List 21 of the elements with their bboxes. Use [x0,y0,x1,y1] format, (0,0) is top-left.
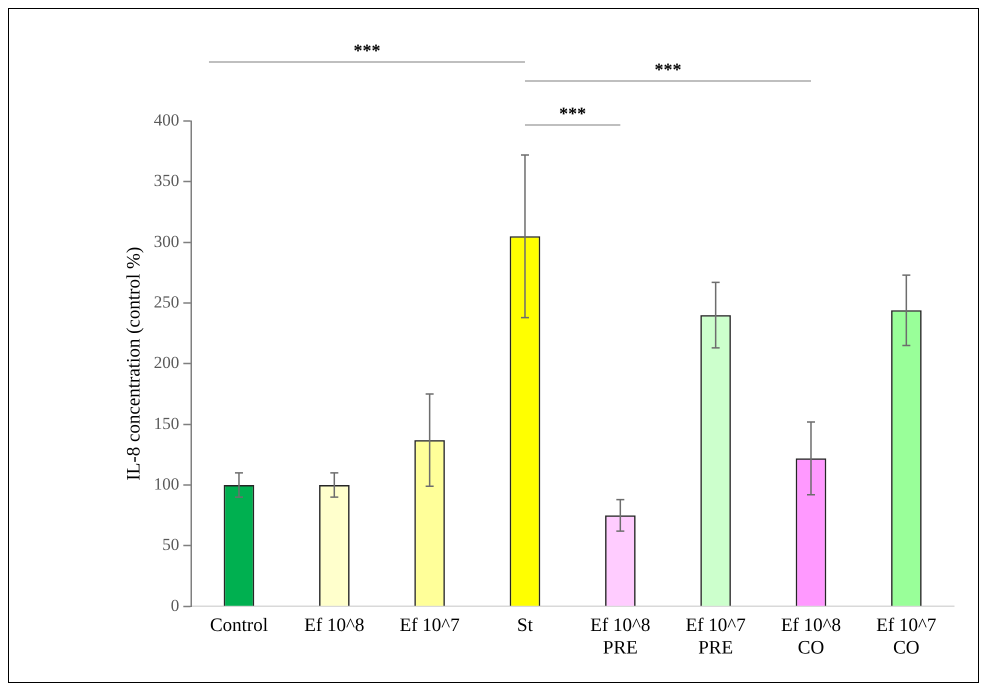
x-tick-label: Control [210,614,268,636]
x-tick-label: Ef 10^7 CO [876,614,936,659]
x-tick-label: Ef 10^8 [304,614,364,636]
x-tick-label: Ef 10^7 [400,614,460,636]
y-tick-label: 200 [154,353,180,372]
y-tick-label: 150 [154,414,180,433]
y-axis-title: IL-8 concentration (control %) [123,246,144,481]
y-tick-label: 50 [162,535,180,554]
annotation: *** [559,104,586,124]
x-tick-label: Ef 10^8 PRE [590,614,650,659]
y-tick-label: 250 [154,292,180,312]
y-tick-label: 400 [154,110,180,130]
y-tick-label: 300 [154,232,180,251]
x-tick-label: St [517,614,534,636]
x-tick-label: Ef 10^8 CO [780,614,842,659]
text: *** [353,40,380,61]
y-tick-label: 0 [170,596,180,615]
text: *** [654,60,682,80]
y-tick-label: 100 [154,474,180,494]
x-tick-label: Ef 10^7 PRE [686,614,746,659]
y-tick-label: 350 [154,171,180,190]
